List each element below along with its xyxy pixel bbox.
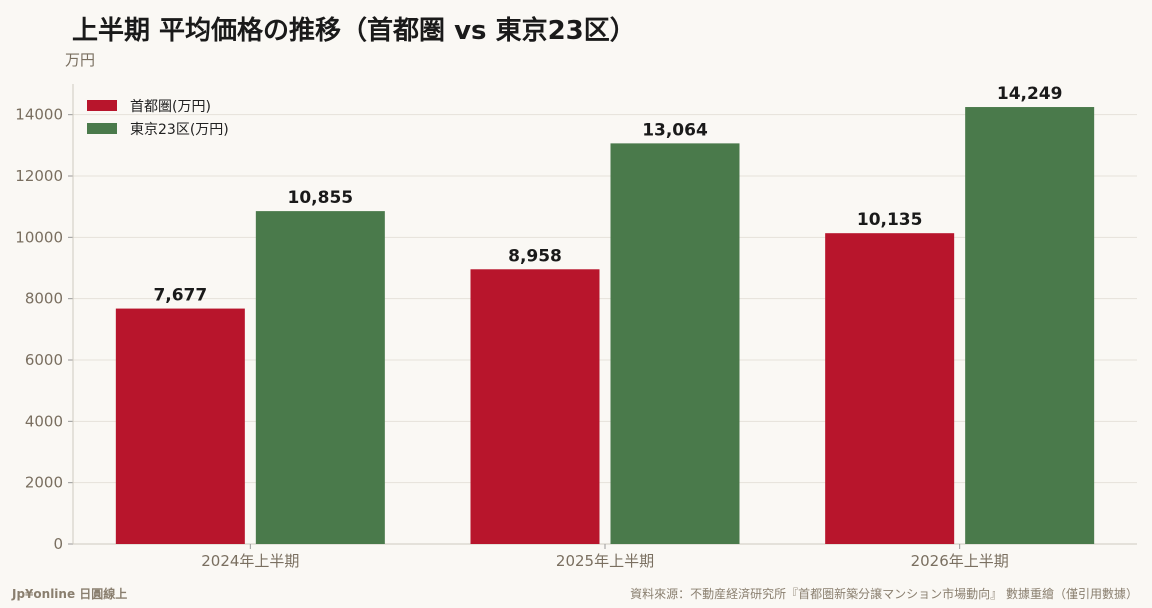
- data-label: 14,249: [997, 84, 1063, 104]
- y-tick-label: 14000: [15, 106, 63, 124]
- x-tick-label: 2024年上半期: [201, 552, 299, 570]
- legend-label: 東京23区(万円): [130, 122, 229, 138]
- bar: [115, 308, 245, 544]
- bar: [255, 211, 385, 544]
- data-label: 13,064: [642, 120, 708, 140]
- y-axis-unit: 万円: [65, 51, 96, 69]
- y-tick-label: 10000: [15, 228, 63, 246]
- data-label: 10,855: [288, 188, 354, 208]
- bar: [610, 143, 740, 544]
- chart-title: 上半期 平均価格の推移（首都圏 vs 東京23区）: [72, 16, 636, 46]
- bar: [470, 269, 600, 544]
- x-tick-label: 2025年上半期: [556, 552, 654, 570]
- legend-swatch: [87, 100, 117, 111]
- brand-logo-text: Jp¥online 日圓線上: [12, 587, 128, 601]
- y-tick-label: 0: [53, 535, 63, 553]
- data-label: 7,677: [153, 286, 207, 306]
- data-label: 8,958: [508, 246, 562, 266]
- y-tick-label: 6000: [25, 351, 63, 369]
- data-label: 10,135: [857, 210, 923, 230]
- source-note: 資料來源：不動産経済研究所『首都圏新築分譲マンション市場動向』 數據重繪（僅引用…: [630, 587, 1138, 601]
- bar: [825, 233, 955, 544]
- legend-swatch: [87, 123, 117, 134]
- bar: [965, 107, 1095, 544]
- legend-label: 首都圏(万円): [130, 99, 211, 115]
- x-tick-label: 2026年上半期: [911, 552, 1009, 570]
- y-tick-label: 4000: [25, 412, 63, 430]
- y-tick-label: 2000: [25, 474, 63, 492]
- y-tick-label: 8000: [25, 290, 63, 308]
- y-tick-label: 12000: [15, 167, 63, 185]
